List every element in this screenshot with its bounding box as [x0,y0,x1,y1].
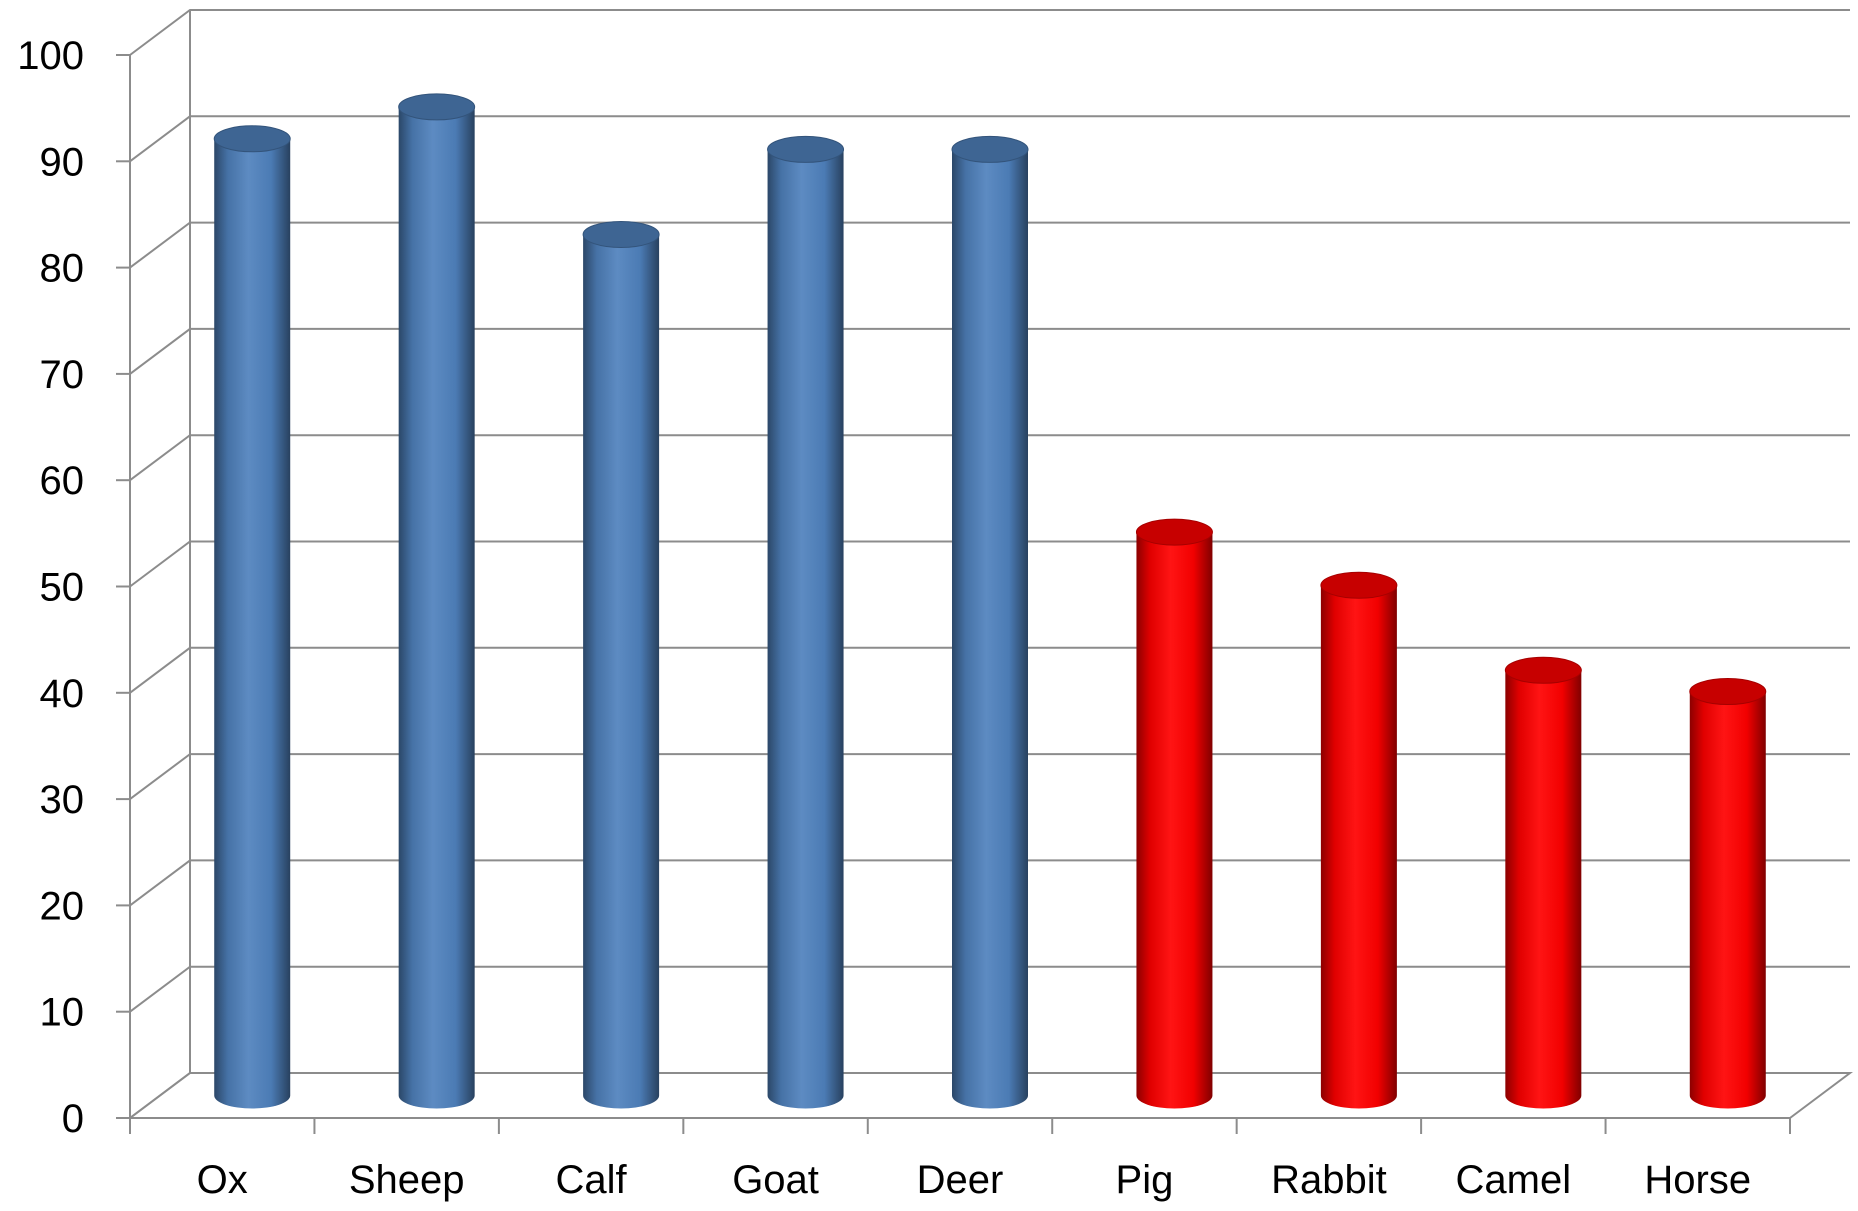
bar-body [952,149,1028,1109]
bar-body [214,138,291,1109]
y-tick-label: 80 [40,247,85,291]
x-category-label: Goat [732,1158,819,1202]
bar-top [398,93,476,121]
bar-body [1136,532,1213,1109]
bar [213,125,291,1109]
bar [398,93,476,1109]
gridline [129,965,1850,1013]
gridline [129,1072,1850,1119]
gridline [129,434,1850,482]
bar-top [582,220,660,248]
bar [767,135,845,1109]
gridline [129,859,1850,907]
y-tick-label: 50 [40,566,85,610]
x-category-label: Calf [556,1158,628,1202]
x-axis: Ox Sheep Calf Goat Deer Pig Rabbit Camel Horse [129,1117,1791,1202]
y-tick-label: 0 [62,1097,84,1141]
bar [1689,678,1767,1109]
bar-top [951,135,1029,163]
bar [1135,518,1213,1109]
bar-top [767,135,845,163]
gridline [129,9,1850,56]
y-tick-label: 20 [40,884,85,928]
x-category-label: Rabbit [1271,1158,1387,1202]
bar [582,220,660,1109]
bar-top [213,125,291,153]
gridline [129,115,1850,163]
y-tick-label: 90 [40,140,85,184]
y-tick-label: 10 [40,991,85,1035]
gridlines [129,9,1850,1119]
gridline [129,753,1850,800]
bar-body [398,106,475,1109]
x-category-label: Horse [1644,1158,1751,1202]
x-category-label: Sheep [349,1158,465,1202]
x-category-label: Camel [1456,1158,1572,1202]
bar [951,135,1029,1109]
gridline [129,646,1850,694]
y-tick-label: 100 [17,34,84,78]
gridline [129,540,1850,588]
gridline [129,221,1850,269]
y-axis: 0 10 20 30 40 50 60 70 80 90 100 [17,34,131,1141]
bar-body [767,149,844,1109]
x-category-label: Ox [197,1158,248,1202]
x-category-label: Deer [917,1158,1004,1202]
x-category-label: Pig [1116,1158,1174,1202]
bar-top [1689,678,1767,706]
bar-top [1320,571,1398,599]
gridline [129,327,1850,375]
y-tick-label: 30 [40,778,85,822]
bar-top [1135,518,1213,546]
bar-body [1505,670,1582,1109]
bar [1320,571,1398,1109]
bar-body [583,234,660,1109]
bar-top [1504,656,1582,684]
bars [213,93,1767,1109]
y-tick-label: 70 [40,353,85,397]
bar [1504,656,1582,1109]
bar-body [1320,585,1397,1109]
y-tick-label: 40 [40,672,85,716]
bar-body [1689,691,1766,1109]
y-tick-label: 60 [40,459,85,503]
